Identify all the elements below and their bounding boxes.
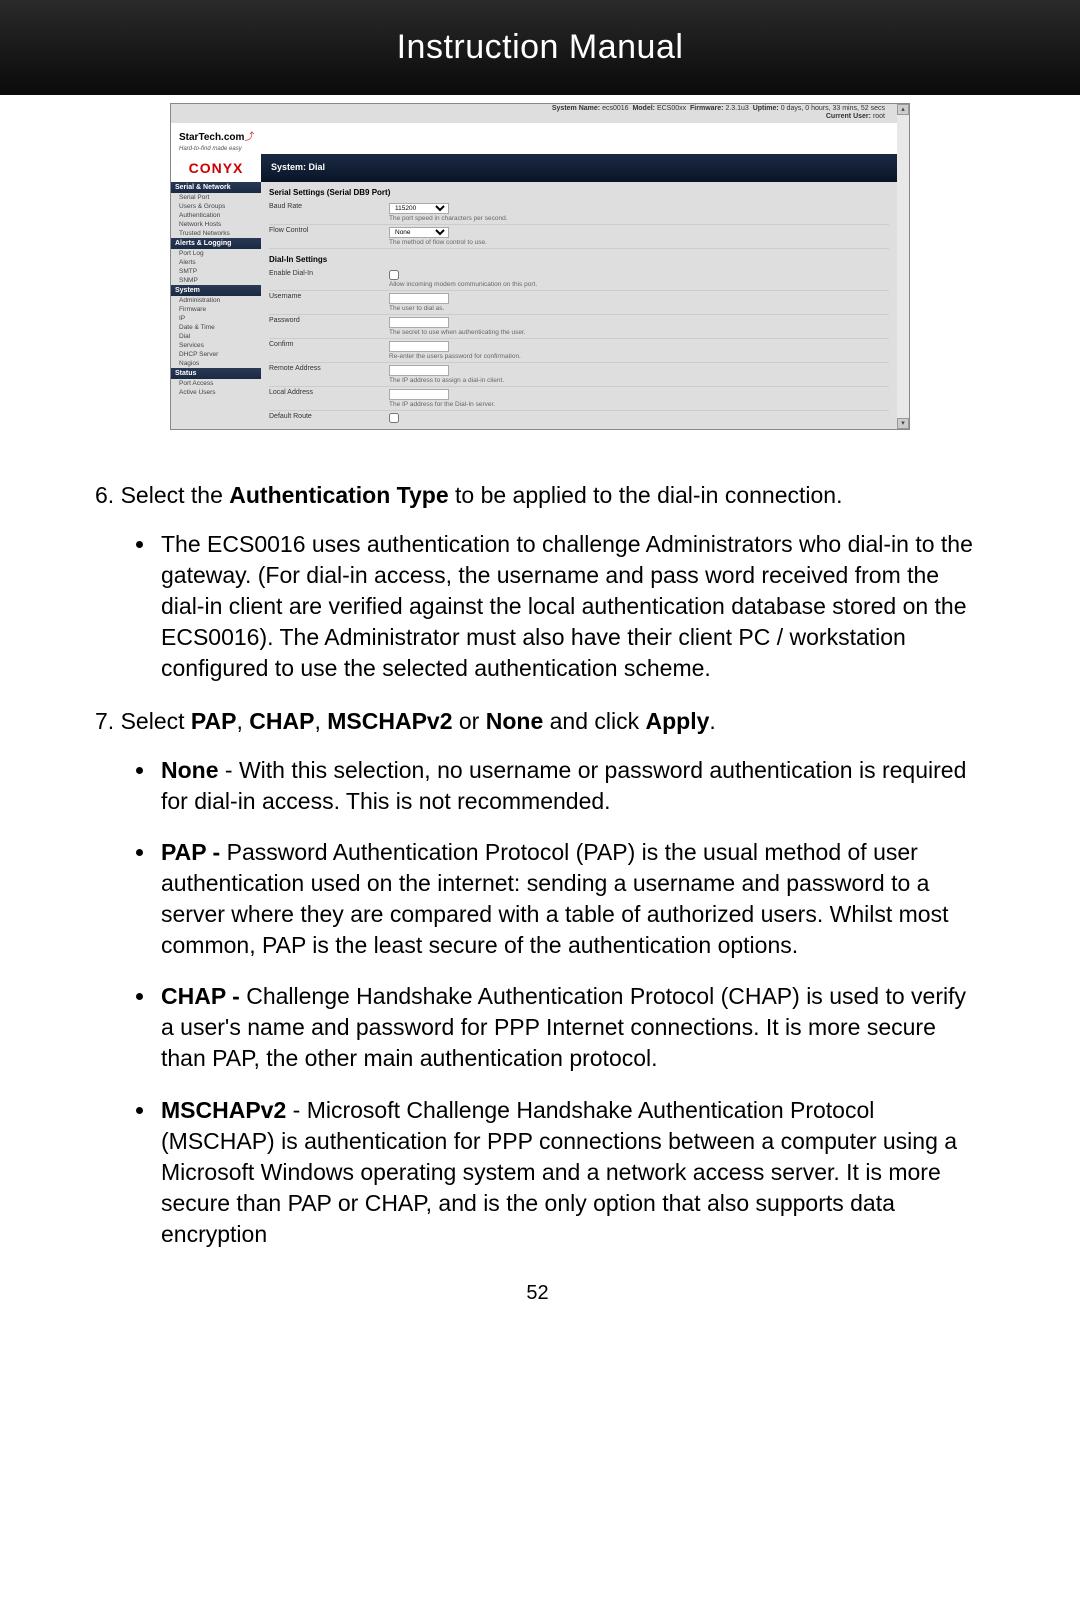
header-bar: Instruction Manual [0,0,1080,95]
sidebar-item[interactable]: Network Hosts [171,220,261,229]
baud-hint: The port speed in characters per second. [389,215,889,222]
step-6: 6. Select the Authentication Type to be … [95,480,980,684]
baud-rate-select[interactable]: 115200 [389,203,449,214]
manual-content: 6. Select the Authentication Type to be … [0,460,1080,1347]
confirm-hint: Re-enter the users password for confirma… [389,353,889,360]
scroll-up-icon[interactable]: ▴ [897,104,909,115]
main-panel: Serial Settings (Serial DB9 Port) Baud R… [261,182,897,429]
sidebar-section: System [171,285,261,296]
scroll-down-icon[interactable]: ▾ [897,418,909,429]
sidebar-item[interactable]: Authentication [171,211,261,220]
confirm-input[interactable] [389,341,449,352]
breadcrumb: System: Dial [261,154,897,182]
default-route-label: Default Route [269,413,389,420]
page-number: 52 [95,1280,980,1307]
sidebar-item[interactable]: DHCP Server [171,350,261,359]
sidebar-item[interactable]: Administration [171,296,261,305]
remote-addr-label: Remote Address [269,365,389,372]
remote-hint: The IP address to assign a dial-in clien… [389,377,889,384]
system-info-bar: System Name: ecs0016 Model: ECS00xx Firm… [171,104,897,123]
username-label: Username [269,293,389,300]
sidebar-section: Serial & Network [171,182,261,193]
sidebar-section: Alerts & Logging [171,238,261,249]
section-heading: Serial Settings (Serial DB9 Port) [269,188,889,197]
sidebar-item[interactable]: Users & Groups [171,202,261,211]
product-name: CONYX [171,154,261,182]
ui-screenshot: System Name: ecs0016 Model: ECS00xx Firm… [170,103,910,430]
logo-row: StarTech.com⤴ Hard-to-find made easy [171,123,897,154]
local-hint: The IP address for the Dial-In server. [389,401,889,408]
sidebar-item[interactable]: Firmware [171,305,261,314]
sidebar-item[interactable]: SMTP [171,267,261,276]
bullet-pap: PAP - Password Authentication Protocol (… [157,837,980,961]
bullet-chap: CHAP - Challenge Handshake Authenticatio… [157,981,980,1074]
flow-hint: The method of flow control to use. [389,239,889,246]
flow-control-label: Flow Control [269,227,389,234]
sidebar: Serial & Network Serial Port Users & Gro… [171,182,261,429]
sidebar-item[interactable]: Active Users [171,388,261,397]
flow-control-select[interactable]: None [389,227,449,238]
bullet-none: None - With this selection, no username … [157,755,980,817]
default-route-checkbox[interactable] [389,413,399,423]
username-input[interactable] [389,293,449,304]
remote-addr-input[interactable] [389,365,449,376]
step6-bullet: The ECS0016 uses authentication to chall… [157,529,980,684]
sidebar-item[interactable]: Serial Port [171,193,261,202]
sidebar-item[interactable]: Dial [171,332,261,341]
enable-hint: Allow incoming modem communication on th… [389,281,889,288]
section-heading: Dial-In Settings [269,255,889,264]
sidebar-item[interactable]: Trusted Networks [171,229,261,238]
enable-dialin-checkbox[interactable] [389,270,399,280]
baud-rate-label: Baud Rate [269,203,389,210]
local-addr-input[interactable] [389,389,449,400]
step-7: 7. Select PAP, CHAP, MSCHAPv2 or None an… [95,706,980,1250]
confirm-label: Confirm [269,341,389,348]
username-hint: The user to dial as. [389,305,889,312]
sidebar-item[interactable]: Port Access [171,379,261,388]
sidebar-item[interactable]: Port Log [171,249,261,258]
sidebar-item[interactable]: IP [171,314,261,323]
sidebar-item[interactable]: SNMP [171,276,261,285]
scrollbar[interactable]: ▴ ▾ [897,104,909,429]
sidebar-item[interactable]: Alerts [171,258,261,267]
password-label: Password [269,317,389,324]
logo-swoosh-icon: ⤴ [244,132,254,143]
enable-dialin-label: Enable Dial-In [269,270,389,277]
local-addr-label: Local Address [269,389,389,396]
password-hint: The secret to use when authenticating th… [389,329,889,336]
sidebar-item[interactable]: Services [171,341,261,350]
sidebar-item[interactable]: Nagios [171,359,261,368]
page-title: Instruction Manual [397,28,684,67]
brand-logo: StarTech.com [179,132,244,143]
brand-tagline: Hard-to-find made easy [179,146,242,152]
bullet-mschap: MSCHAPv2 - Microsoft Challenge Handshake… [157,1095,980,1250]
sidebar-section: Status [171,368,261,379]
password-input[interactable] [389,317,449,328]
sidebar-item[interactable]: Date & Time [171,323,261,332]
